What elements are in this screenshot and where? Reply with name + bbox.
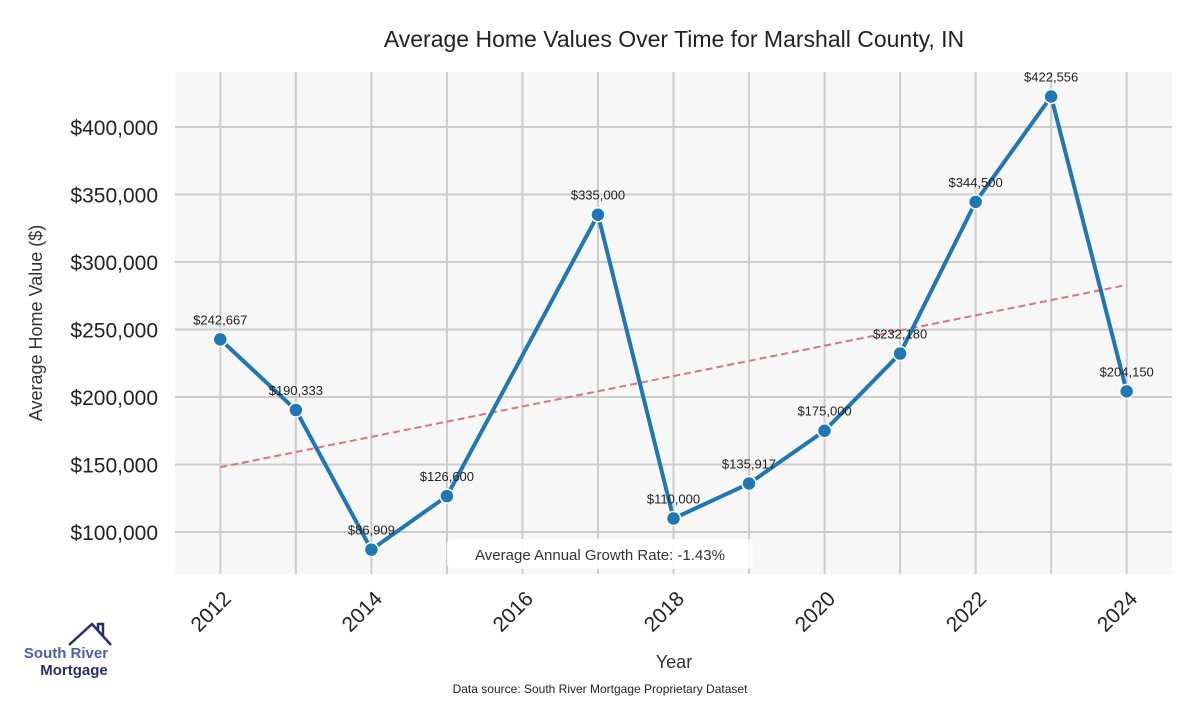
logo-line1: South River: [24, 645, 108, 662]
x-tick-label: 2018: [640, 587, 689, 636]
x-tick-label: 2022: [942, 587, 991, 636]
x-tick-label: 2012: [187, 587, 236, 636]
data-label: $135,917: [722, 457, 776, 472]
data-point: [665, 510, 682, 527]
data-point: [816, 422, 833, 439]
y-tick-label: $350,000: [70, 184, 158, 207]
data-label: $422,556: [1024, 69, 1078, 84]
data-point: [741, 475, 757, 492]
south-river-mortgage-logo: South River Mortgage: [24, 622, 112, 679]
data-label: $335,000: [571, 188, 625, 203]
y-tick-label: $100,000: [70, 522, 158, 545]
data-label: $86,909: [348, 523, 395, 538]
x-tick-label: 2014: [338, 587, 388, 637]
chart-title: Average Home Values Over Time for Marsha…: [384, 26, 964, 52]
y-tick-label: $300,000: [70, 252, 158, 275]
logo-line2: Mortgage: [40, 662, 108, 679]
data-point: [363, 541, 380, 558]
x-axis-label: Year: [656, 652, 692, 672]
trend-line: [220, 283, 1127, 469]
series-line: [218, 94, 1129, 552]
growth-rate-annotation: Average Annual Growth Rate: -1.43%: [447, 539, 753, 569]
data-label: $190,333: [269, 383, 323, 398]
y-tick-label: $150,000: [70, 454, 158, 477]
data-point: [590, 206, 606, 223]
data-label: $232,180: [873, 327, 927, 342]
data-point: [212, 331, 229, 348]
x-tick-label: 2024: [1093, 587, 1143, 637]
y-tick-label: $200,000: [70, 387, 158, 410]
data-point: [1118, 383, 1135, 400]
house-icon: [68, 622, 112, 646]
y-tick-label: $400,000: [70, 117, 158, 140]
data-point: [967, 194, 984, 210]
data-label: $242,667: [193, 312, 247, 327]
x-tick-label: 2016: [489, 587, 538, 636]
data-point: [1043, 88, 1059, 105]
data-label: $344,500: [949, 175, 1003, 190]
x-tick-label: 2020: [791, 587, 840, 636]
data-source-note: Data source: South River Mortgage Propri…: [453, 682, 748, 696]
data-label: $110,000: [647, 492, 700, 507]
y-axis-label: Average Home Value ($): [26, 225, 46, 421]
data-label: $175,000: [797, 404, 851, 419]
y-tick-label: $250,000: [70, 319, 158, 342]
data-point: [439, 488, 455, 504]
data-label: $126,600: [420, 469, 474, 484]
data-point: [288, 402, 304, 418]
data-label: $204,150: [1100, 364, 1154, 379]
growth-rate-text: Average Annual Growth Rate: -1.43%: [475, 547, 725, 564]
data-point: [892, 345, 908, 362]
